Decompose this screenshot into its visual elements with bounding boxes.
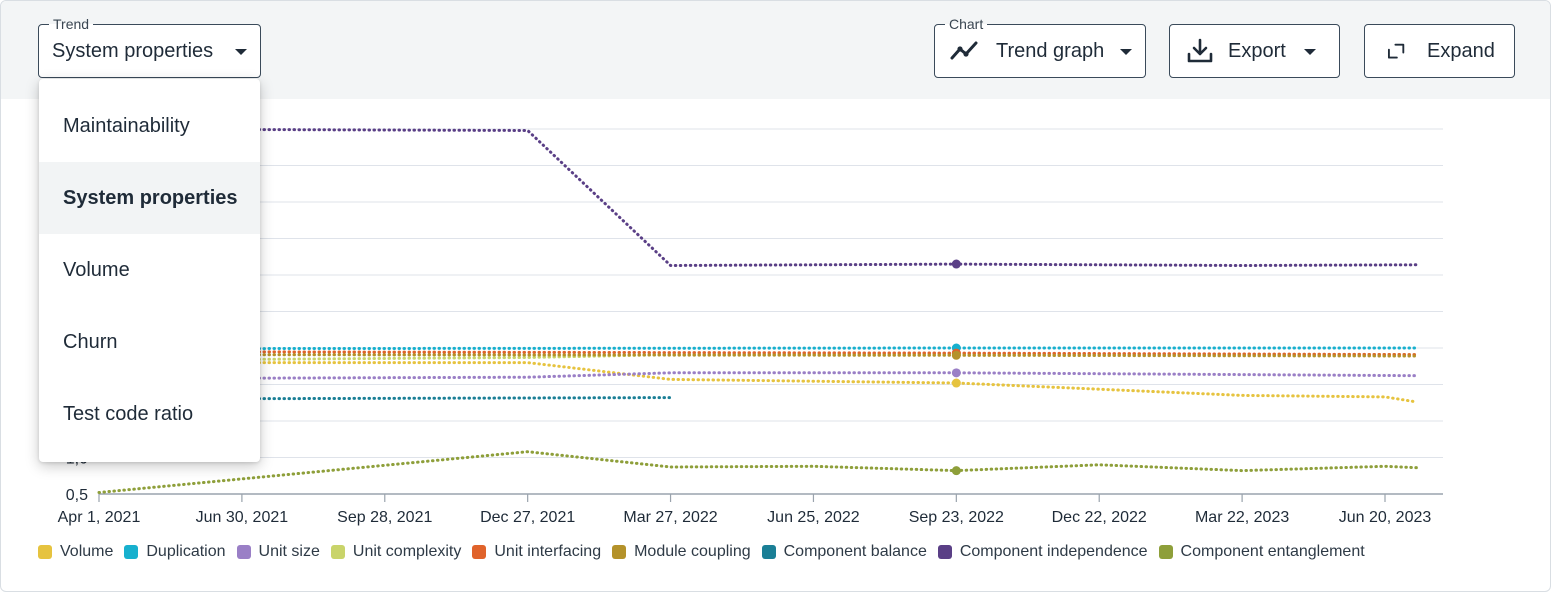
chart-grid <box>99 128 1443 458</box>
y-tick-label: 0,5 <box>66 487 88 504</box>
legend-label: Component independence <box>959 543 1148 560</box>
legend-label: Component balance <box>783 543 927 560</box>
trend-select-value: System properties <box>52 39 214 62</box>
data-point-marker <box>951 466 961 476</box>
legend-swatch <box>472 545 487 559</box>
legend-label: Unit complexity <box>352 543 462 560</box>
chart-legend: Volume Duplication Unit size Unit complexit… <box>38 543 1376 561</box>
legend-swatch <box>330 545 345 559</box>
data-point-marker <box>951 259 961 269</box>
legend-swatch <box>38 545 52 559</box>
download-icon <box>1187 38 1213 63</box>
x-tick-label: Sep 23, 2022 <box>909 509 1004 526</box>
legend-item[interactable]: Volume <box>38 543 113 561</box>
x-tick-label: Sep 28, 2021 <box>337 509 432 526</box>
legend-label: Duplication <box>146 543 226 560</box>
x-tick-label: Dec 22, 2022 <box>1052 509 1147 526</box>
chevron-down-icon <box>235 49 247 55</box>
chart-select-legend: Chart <box>945 16 988 32</box>
legend-item[interactable]: Unit complexity <box>330 543 462 561</box>
legend-swatch <box>236 545 251 559</box>
legend-item[interactable]: Duplication <box>124 543 226 561</box>
menu-item-churn[interactable]: Churn <box>63 330 118 353</box>
x-tick-label: Jun 20, 2023 <box>1339 509 1432 526</box>
chevron-down-icon <box>1120 49 1132 55</box>
legend-label: Module coupling <box>634 543 751 560</box>
trend-dropdown-menu: Maintainability System properties Volume… <box>39 79 260 462</box>
menu-item-system-properties[interactable]: System properties <box>39 162 260 234</box>
data-point-marker <box>951 350 961 360</box>
x-axis: Apr 1, 2021 Jun 30, 2021 Sep 28, 2021 Dec 2… <box>58 451 1443 526</box>
x-tick-label: Jun 25, 2022 <box>767 509 860 526</box>
legend-swatch <box>761 545 776 559</box>
legend-item[interactable]: Unit interfacing <box>472 543 601 561</box>
export-label: Export <box>1228 39 1286 62</box>
menu-item-volume[interactable]: Volume <box>63 258 130 281</box>
legend-swatch <box>612 545 627 559</box>
series-line <box>97 353 1419 358</box>
legend-label: Unit size <box>258 543 320 560</box>
series-line <box>97 371 1419 381</box>
chart-type-select[interactable]: Chart Trend graph <box>934 16 1146 78</box>
legend-swatch <box>1158 545 1173 559</box>
data-point-marker <box>951 368 961 378</box>
chart-select-value: Trend graph <box>996 39 1105 62</box>
series-line <box>97 350 1419 357</box>
legend-item[interactable]: Component independence <box>937 543 1148 561</box>
data-point-marker <box>951 378 961 388</box>
trend-line-icon <box>950 41 978 60</box>
series-line <box>97 361 1419 404</box>
legend-label: Component entanglement <box>1180 543 1365 560</box>
series-line <box>97 127 1419 267</box>
series-line <box>97 346 1419 351</box>
legend-label: Volume <box>60 543 114 560</box>
legend-swatch <box>124 545 139 559</box>
chart-series <box>97 127 1419 494</box>
expand-icon <box>1387 43 1405 59</box>
menu-item-maintainability[interactable]: Maintainability <box>63 114 190 137</box>
menu-item-test-code-ratio[interactable]: Test code ratio <box>63 402 194 425</box>
x-tick-label: Mar 22, 2023 <box>1195 509 1289 526</box>
legend-item[interactable]: Component balance <box>761 543 927 561</box>
legend-item[interactable]: Unit size <box>236 543 320 561</box>
expand-button[interactable]: Expand <box>1364 24 1515 78</box>
chevron-down-icon <box>1304 49 1316 55</box>
legend-swatch <box>937 545 952 559</box>
x-tick-label: Mar 27, 2022 <box>623 509 717 526</box>
x-tick-label: Dec 27, 2021 <box>480 509 575 526</box>
trend-select-legend: Trend <box>49 16 94 32</box>
chart-highlight-markers <box>951 259 961 476</box>
legend-label: Unit interfacing <box>494 543 602 560</box>
legend-item[interactable]: Module coupling <box>612 543 751 561</box>
trend-select[interactable]: Trend System properties <box>38 16 261 78</box>
expand-label: Expand <box>1427 39 1495 62</box>
x-tick-label: Apr 1, 2021 <box>58 509 141 526</box>
export-button[interactable]: Export <box>1169 24 1340 78</box>
legend-item[interactable]: Component entanglement <box>1158 543 1365 561</box>
x-tick-label: Jun 30, 2021 <box>196 509 289 526</box>
